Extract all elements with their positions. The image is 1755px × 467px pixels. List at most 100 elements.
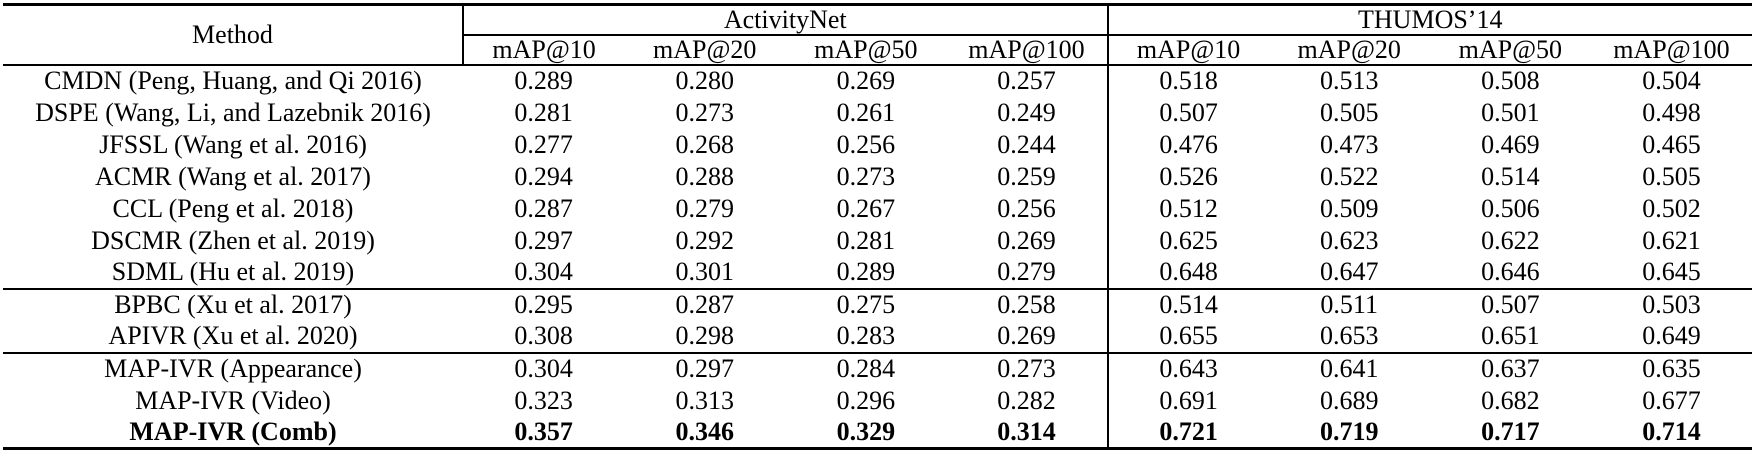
- metric-value-cell: 0.275: [785, 287, 947, 321]
- method-cell: SDML (Hu et al. 2019): [111, 257, 355, 286]
- metric-value-cell: 0.296: [836, 385, 896, 415]
- metric-value-cell: 0.501: [1481, 97, 1540, 127]
- metric-value-cell: 0.622: [1481, 225, 1540, 255]
- metric-value-cell: 0.465: [1642, 129, 1701, 159]
- method-cell: DSCMR (Zhen et al. 2019): [91, 225, 375, 255]
- metric-value-cell: 0.473: [1319, 129, 1379, 159]
- metric-value-cell: 0.651: [1481, 321, 1540, 350]
- metric-value-cell: 0.653: [1319, 321, 1379, 350]
- method-cell: BPBC (Xu et al. 2017): [3, 287, 463, 321]
- metric-value-cell: 0.284: [785, 351, 947, 385]
- metric-value-cell: 0.273: [675, 97, 734, 127]
- metric-value-cell: 0.269: [997, 225, 1056, 255]
- metric-value-cell: 0.295: [463, 287, 625, 321]
- metric-value-cell: 0.623: [1319, 225, 1379, 255]
- table-body: CMDN (Peng, Huang, and Qi 2016) 0.289 0.28…: [3, 64, 1752, 449]
- method-cell: MAP-IVR (Appearance): [3, 351, 463, 385]
- table-row: DSCMR (Zhen et al. 2019) 0.297 0.292 0.281 0…: [3, 224, 1752, 257]
- metric-column-header: mAP@10: [1106, 34, 1269, 65]
- metric-value-cell: 0.357: [514, 416, 573, 446]
- metric-value-cell: 0.297: [514, 225, 573, 255]
- metric-value-cell: 0.346: [675, 416, 734, 446]
- metric-value-cell: 0.258: [946, 287, 1108, 321]
- metric-value-cell: 0.287: [624, 287, 786, 321]
- method-cell: DSPE (Wang, Li, and Lazebnik 2016): [35, 97, 431, 127]
- metric-value-cell: 0.641: [1268, 351, 1430, 385]
- metric-value-cell: 0.292: [675, 225, 734, 255]
- table-row: MAP-IVR (Video) 0.323 0.313 0.296 0.282 0.691…: [3, 384, 1752, 417]
- metric-value-cell: 0.518: [1106, 64, 1269, 97]
- metric-value-cell: 0.289: [514, 66, 573, 95]
- metric-value-cell: 0.506: [1481, 193, 1540, 223]
- metric-value-cell: 0.257: [997, 66, 1056, 95]
- metric-value-cell: 0.273: [836, 161, 896, 191]
- metric-value-cell: 0.313: [675, 385, 734, 415]
- metric-value-cell: 0.281: [836, 225, 896, 255]
- metric-value-cell: 0.505: [1319, 97, 1379, 127]
- metric-value-cell: 0.279: [997, 257, 1056, 286]
- metric-value-cell: 0.648: [1106, 256, 1269, 289]
- method-cell: JFSSL (Wang et al. 2016): [99, 129, 367, 159]
- metric-value-cell: 0.281: [514, 97, 573, 127]
- metric-value-cell: 0.256: [836, 129, 896, 159]
- metric-column-header: mAP@50: [1458, 34, 1563, 64]
- metric-value-cell: 0.643: [1106, 351, 1269, 385]
- method-column-header: Method: [3, 4, 464, 65]
- metric-value-cell: 0.259: [997, 161, 1056, 191]
- table-row: ACMR (Wang et al. 2017) 0.294 0.288 0.273 0.…: [3, 160, 1752, 193]
- metric-value-cell: 0.719: [1319, 416, 1379, 446]
- metric-column-header: mAP@20: [652, 34, 757, 64]
- table-row: CCL (Peng et al. 2018) 0.287 0.279 0.267 0.2…: [3, 192, 1752, 225]
- metric-value-cell: 0.655: [1106, 320, 1269, 353]
- metric-header-row: mAP@10 mAP@20 mAP@50 mAP@100 mAP@10 mAP@20 mAP…: [3, 34, 1752, 65]
- metric-value-cell: 0.249: [997, 97, 1056, 127]
- metric-value-cell: 0.476: [1106, 128, 1269, 161]
- metric-value-cell: 0.513: [1319, 66, 1379, 95]
- table-row: BPBC (Xu et al. 2017) 0.295 0.287 0.275 0.25…: [3, 287, 1752, 321]
- metric-value-cell: 0.282: [997, 385, 1056, 415]
- metric-value-cell: 0.621: [1642, 225, 1701, 255]
- method-cell: CMDN (Peng, Huang, and Qi 2016): [44, 66, 422, 95]
- metric-value-cell: 0.637: [1429, 351, 1591, 385]
- group-header-row: Method ActivityNet THUMOS’14: [3, 4, 1752, 65]
- metric-value-cell: 0.625: [1106, 224, 1269, 257]
- table-header: Method ActivityNet THUMOS’14 mAP@10 mAP@2…: [3, 4, 1752, 65]
- metric-value-cell: 0.502: [1642, 193, 1701, 223]
- metric-value-cell: 0.469: [1481, 129, 1540, 159]
- table-row: APIVR (Xu et al. 2020) 0.308 0.298 0.283 0.2…: [3, 320, 1752, 353]
- metric-value-cell: 0.256: [997, 193, 1056, 223]
- method-cell: APIVR (Xu et al. 2020): [108, 321, 358, 350]
- metric-value-cell: 0.297: [624, 351, 786, 385]
- method-cell: ACMR (Wang et al. 2017): [95, 161, 371, 191]
- metric-value-cell: 0.509: [1319, 193, 1379, 223]
- metric-value-cell: 0.273: [946, 351, 1108, 385]
- metric-value-cell: 0.505: [1642, 161, 1701, 191]
- metric-column-header: mAP@100: [1613, 34, 1730, 64]
- metric-value-cell: 0.645: [1642, 257, 1701, 286]
- metric-value-cell: 0.304: [514, 257, 573, 286]
- metric-value-cell: 0.714: [1642, 416, 1701, 446]
- metric-value-cell: 0.677: [1642, 385, 1701, 415]
- metric-value-cell: 0.514: [1106, 287, 1269, 321]
- metric-value-cell: 0.682: [1481, 385, 1540, 415]
- metric-value-cell: 0.647: [1319, 257, 1379, 286]
- metric-value-cell: 0.511: [1268, 287, 1430, 321]
- metric-value-cell: 0.329: [836, 416, 896, 446]
- metric-value-cell: 0.268: [675, 129, 734, 159]
- metric-value-cell: 0.269: [836, 66, 896, 95]
- results-table: Method ActivityNet THUMOS’14 mAP@10 mAP@2…: [3, 3, 1752, 450]
- metric-value-cell: 0.689: [1319, 385, 1379, 415]
- metric-value-cell: 0.323: [514, 385, 573, 415]
- table-row: CMDN (Peng, Huang, and Qi 2016) 0.289 0.28…: [3, 64, 1752, 97]
- metric-value-cell: 0.649: [1642, 321, 1701, 350]
- metric-value-cell: 0.283: [836, 321, 896, 350]
- metric-value-cell: 0.269: [997, 321, 1056, 350]
- table-row: SDML (Hu et al. 2019) 0.304 0.301 0.289 0.27…: [3, 256, 1752, 289]
- table-row: MAP-IVR (Comb) 0.357 0.346 0.329 0.314 0.721 0…: [3, 416, 1752, 449]
- metric-value-cell: 0.504: [1642, 66, 1701, 95]
- metric-value-cell: 0.507: [1429, 287, 1591, 321]
- table-row: MAP-IVR (Appearance) 0.304 0.297 0.284 0.273…: [3, 351, 1752, 385]
- metric-value-cell: 0.522: [1319, 161, 1379, 191]
- metric-value-cell: 0.298: [675, 321, 734, 350]
